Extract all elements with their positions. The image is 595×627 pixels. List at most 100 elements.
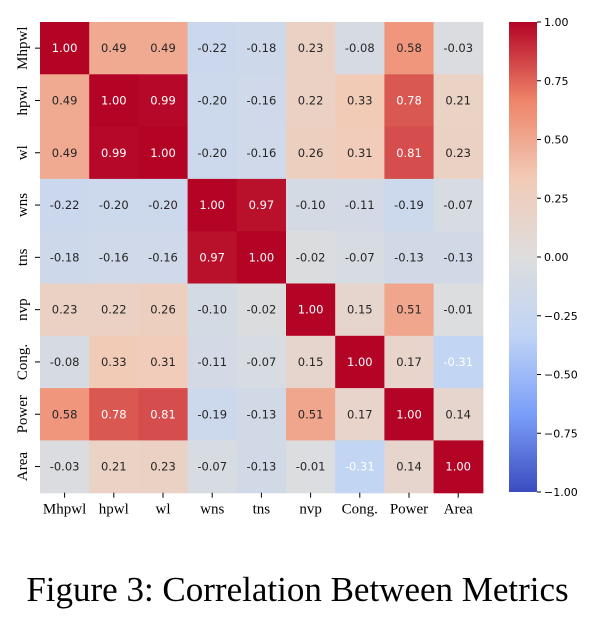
x-tick-label-7: Power bbox=[390, 502, 428, 518]
cell-value-label: -0.07 bbox=[345, 250, 375, 264]
cell-value-label: -0.16 bbox=[99, 250, 129, 264]
x-tick-label-2: wl bbox=[156, 502, 171, 518]
cell-value-label: -0.16 bbox=[247, 146, 277, 160]
cell-value-label: -0.08 bbox=[345, 41, 375, 55]
y-tick-label-0: Mhpwl bbox=[15, 26, 31, 69]
x-tick-label-3: wns bbox=[200, 502, 224, 518]
heatmap-cells: 1.00 0.49 0.49 -0.22 -0.18 0.23 -0.08 0.58 -0.03… bbox=[40, 22, 483, 493]
x-tick-label-6: Cong. bbox=[342, 502, 378, 518]
cell-value-label: 0.31 bbox=[150, 355, 176, 369]
cell-value-label: 0.26 bbox=[150, 303, 176, 317]
cell-value-label: 0.21 bbox=[101, 460, 127, 474]
cell-value-label: 0.23 bbox=[150, 460, 176, 474]
x-tick-label-1: hpwl bbox=[99, 502, 129, 518]
cell-value-label: 0.21 bbox=[445, 93, 471, 107]
cell-value-label: -0.20 bbox=[197, 146, 227, 160]
colorbar-tick-label-0: 1.00 bbox=[544, 16, 569, 29]
cell-value-label: 0.99 bbox=[101, 146, 127, 160]
cell-value-label: 0.23 bbox=[298, 41, 324, 55]
cell-value-label: 0.23 bbox=[52, 303, 78, 317]
cell-value-label: -0.16 bbox=[148, 250, 178, 264]
colorbar-gradient bbox=[509, 22, 537, 492]
x-tick-label-5: nvp bbox=[299, 502, 322, 518]
colorbar: 1.00 0.75 0.50 0.25 0.00 −0.25 −0.50 −0.75 −1.00 bbox=[509, 16, 578, 499]
cell-value-label: -0.13 bbox=[394, 250, 424, 264]
colorbar-tick-label-7: −0.75 bbox=[544, 427, 578, 440]
y-tick-label-7: Power bbox=[15, 395, 31, 433]
cell-value-label: 1.00 bbox=[150, 146, 176, 160]
x-axis-labels: Mhpwl hpwl wl wns tns nvp Cong. Power Area bbox=[43, 493, 473, 518]
cell-value-label: -0.07 bbox=[197, 460, 227, 474]
cell-value-label: 0.23 bbox=[445, 146, 471, 160]
x-tick-label-8: Area bbox=[444, 502, 473, 518]
cell-value-label: -0.11 bbox=[345, 198, 375, 212]
cell-value-label: -0.20 bbox=[99, 198, 129, 212]
cell-value-label: 0.15 bbox=[347, 303, 373, 317]
cell-value-label: -0.16 bbox=[247, 93, 277, 107]
cell-value-label: 0.33 bbox=[347, 93, 373, 107]
cell-value-label: -0.19 bbox=[394, 198, 424, 212]
cell-value-label: 0.81 bbox=[150, 407, 176, 421]
cell-value-label: 0.14 bbox=[396, 460, 422, 474]
y-tick-label-3: wns bbox=[15, 193, 31, 217]
cell-value-label: 0.49 bbox=[101, 41, 127, 55]
cell-value-label: 0.26 bbox=[298, 146, 324, 160]
cell-value-label: -0.10 bbox=[296, 198, 326, 212]
cell-value-label: -0.20 bbox=[197, 93, 227, 107]
cell-value-label: -0.11 bbox=[197, 355, 227, 369]
colorbar-tick-label-3: 0.25 bbox=[544, 192, 569, 205]
cell-value-label: 0.97 bbox=[199, 250, 225, 264]
cell-value-label: 1.00 bbox=[298, 303, 324, 317]
cell-value-label: 0.51 bbox=[298, 407, 324, 421]
cell-value-label: 0.49 bbox=[150, 41, 176, 55]
cell-value-label: 0.15 bbox=[298, 355, 324, 369]
y-tick-label-8: Area bbox=[15, 452, 31, 481]
y-tick-label-6: Cong. bbox=[15, 344, 31, 380]
cell-value-label: 0.78 bbox=[396, 93, 422, 107]
y-tick-label-1: hpwl bbox=[15, 85, 31, 115]
cell-value-label: 1.00 bbox=[396, 407, 422, 421]
x-tick-label-4: tns bbox=[253, 502, 271, 518]
cell-value-label: -0.01 bbox=[443, 303, 473, 317]
cell-value-label: 1.00 bbox=[347, 355, 373, 369]
cell-value-label: -0.18 bbox=[50, 250, 80, 264]
cell-value-label: 0.33 bbox=[101, 355, 127, 369]
colorbar-tick-label-2: 0.50 bbox=[544, 134, 569, 147]
cell-value-label: -0.08 bbox=[50, 355, 80, 369]
y-tick-label-2: wl bbox=[15, 145, 31, 160]
cell-value-label: 0.97 bbox=[249, 198, 275, 212]
cell-value-label: -0.07 bbox=[247, 355, 277, 369]
cell-value-label: 1.00 bbox=[249, 250, 275, 264]
cell-value-label: 0.17 bbox=[347, 407, 373, 421]
cell-value-label: -0.13 bbox=[247, 460, 277, 474]
x-tick-label-0: Mhpwl bbox=[43, 502, 86, 518]
colorbar-tick-label-5: −0.25 bbox=[544, 310, 578, 323]
cell-value-label: 0.58 bbox=[52, 407, 78, 421]
cell-value-label: -0.22 bbox=[50, 198, 80, 212]
cell-value-label: -0.20 bbox=[148, 198, 178, 212]
cell-value-label: -0.02 bbox=[296, 250, 326, 264]
y-tick-label-5: nvp bbox=[15, 298, 31, 321]
colorbar-tick-label-6: −0.50 bbox=[544, 369, 578, 382]
cell-value-label: 0.58 bbox=[396, 41, 422, 55]
cell-value-label: -0.01 bbox=[296, 460, 326, 474]
colorbar-tick-label-1: 0.75 bbox=[544, 75, 569, 88]
cell-value-label: -0.13 bbox=[247, 407, 277, 421]
cell-value-label: -0.18 bbox=[247, 41, 277, 55]
colorbar-tick-label-8: −1.00 bbox=[544, 486, 578, 499]
colorbar-tick-label-4: 0.00 bbox=[544, 251, 569, 264]
y-tick-label-4: tns bbox=[15, 248, 31, 266]
cell-value-label: -0.02 bbox=[247, 303, 277, 317]
cell-value-label: 0.51 bbox=[396, 303, 422, 317]
cell-value-label: 0.22 bbox=[101, 303, 127, 317]
cell-value-label: -0.31 bbox=[443, 355, 473, 369]
figure-caption: Figure 3: Correlation Between Metrics bbox=[0, 570, 595, 610]
cell-value-label: -0.19 bbox=[197, 407, 227, 421]
cell-value-label: -0.13 bbox=[443, 250, 473, 264]
cell-value-label: 0.14 bbox=[445, 407, 471, 421]
cell-value-label: 0.78 bbox=[101, 407, 127, 421]
cell-value-label: 0.17 bbox=[396, 355, 422, 369]
cell-value-label: 1.00 bbox=[445, 460, 471, 474]
cell-value-label: 0.49 bbox=[52, 146, 78, 160]
